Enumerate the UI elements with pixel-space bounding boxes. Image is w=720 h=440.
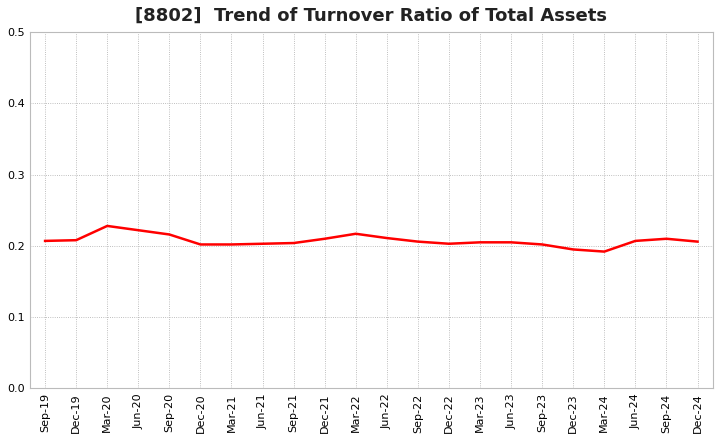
- Title: [8802]  Trend of Turnover Ratio of Total Assets: [8802] Trend of Turnover Ratio of Total …: [135, 7, 607, 25]
